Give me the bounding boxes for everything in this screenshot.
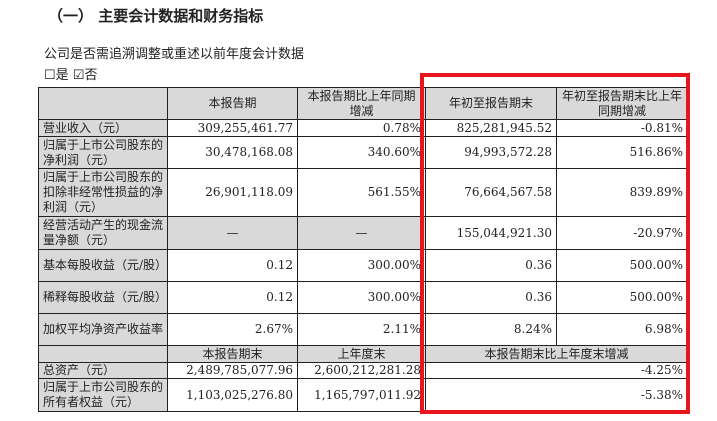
option-yes-label: 是 [55,68,69,83]
table-cell: 30,478,168.08 [167,136,298,169]
table-cell: 8.24% [425,313,557,346]
table-cell: 0.78% [297,119,426,137]
row-label: 营业收入（元） [38,119,168,137]
table-cell: 1,165,797,011.92 [297,378,426,412]
restatement-options: ☐是 ☑否 [44,64,97,83]
column-header: 年初至报告期末 [425,87,557,120]
row-label: 归属于上市公司股东的净利润（元） [38,136,168,169]
row-label: 归属于上市公司股东的扣除非经常性损益的净利润（元） [38,168,168,217]
table-cell: 0.36 [425,281,557,314]
table-row: 归属于上市公司股东的净利润（元） 30,478,168.08 340.60% 94,9… [38,136,688,169]
table-cell: 825,281,945.52 [425,119,557,137]
table-cell: 500.00% [556,249,688,282]
section-title: （一） 主要会计数据和财务指标 [48,7,264,25]
table-cell: -20.97% [556,216,688,250]
table-cell: 6.98% [556,313,688,346]
table-cell: -5.38% [425,378,688,412]
column-header: 本报告期比上年同期增减 [297,87,426,120]
table-cell: 516.86% [556,136,688,169]
column-header: 本报告期 [167,87,298,120]
checkbox-unchecked-icon[interactable]: ☐ [44,68,56,83]
restatement-question: 公司是否需追溯调整或重述以前年度会计数据 [44,47,305,62]
table-cell: — [297,216,426,250]
table-cell: 0.12 [167,281,298,314]
option-no-label: 否 [84,68,98,83]
table-cell: 76,664,567.58 [425,168,557,217]
table-cell: 839.89% [556,168,688,217]
financial-indicators-table: 本报告期 本报告期比上年同期增减 年初至报告期末 年初至报告期末比上年同期增减 营业收入… [38,87,688,412]
column-header: 年初至报告期末比上年同期增减 [556,87,688,120]
table-cell: 26,901,118.09 [167,168,298,217]
table-subheader-row: 本报告期末 上年度末 本报告期末比上年度末增减 [38,345,688,363]
table-cell: 340.60% [297,136,426,169]
table-cell: 561.55% [297,168,426,217]
row-label: 加权平均净资产收益率 [38,313,168,346]
table-cell: 155,044,921.30 [425,216,557,250]
table-row: 加权平均净资产收益率 2.67% 2.11% 8.24% 6.98% [38,313,688,346]
table-cell: 0.36 [425,249,557,282]
column-header: 本报告期末 [167,345,298,363]
table-cell: 500.00% [556,281,688,314]
table-header-row: 本报告期 本报告期比上年同期增减 年初至报告期末 年初至报告期末比上年同期增减 [38,87,688,120]
table-row: 营业收入（元） 309,255,461.77 0.78% 825,281,945.52… [38,119,688,137]
row-label: 归属于上市公司股东的所有者权益（元） [38,378,168,412]
table-cell: 300.00% [297,281,426,314]
table-cell: 2,489,785,077.96 [167,362,298,379]
table-cell: -4.25% [425,362,688,379]
row-label: 总资产（元） [38,362,168,379]
table-cell: 300.00% [297,249,426,282]
table-row: 基本每股收益（元/股） 0.12 300.00% 0.36 500.00% [38,249,688,282]
table-cell: 2.67% [167,313,298,346]
table-row: 归属于上市公司股东的所有者权益（元） 1,103,025,276.80 1,165,… [38,378,688,412]
column-header: 本报告期末比上年度末增减 [425,345,688,363]
table-cell: — [167,216,298,250]
table-cell: -0.81% [556,119,688,137]
column-header [38,87,168,120]
table-row: 归属于上市公司股东的扣除非经常性损益的净利润（元） 26,901,118.09 56… [38,168,688,217]
row-label: 基本每股收益（元/股） [38,249,168,282]
checkbox-checked-icon[interactable]: ☑ [72,68,85,83]
table-row: 经营活动产生的现金流量净额（元） — —155,044,921.30 -20.97% [38,216,688,250]
table-cell: 1,103,025,276.80 [167,378,298,412]
table-cell: 2.11% [297,313,426,346]
column-header [38,345,168,363]
row-label: 经营活动产生的现金流量净额（元） [38,216,168,250]
table-cell: 94,993,572.28 [425,136,557,169]
table-cell: 309,255,461.77 [167,119,298,137]
column-header: 上年度末 [297,345,426,363]
table-row: 总资产（元） 2,489,785,077.96 2,600,212,281.28 -4… [38,362,688,379]
row-label: 稀释每股收益（元/股） [38,281,168,314]
table-cell: 2,600,212,281.28 [297,362,426,379]
table-cell: 0.12 [167,249,298,282]
table-row: 稀释每股收益（元/股） 0.12 300.00% 0.36 500.00% [38,281,688,314]
